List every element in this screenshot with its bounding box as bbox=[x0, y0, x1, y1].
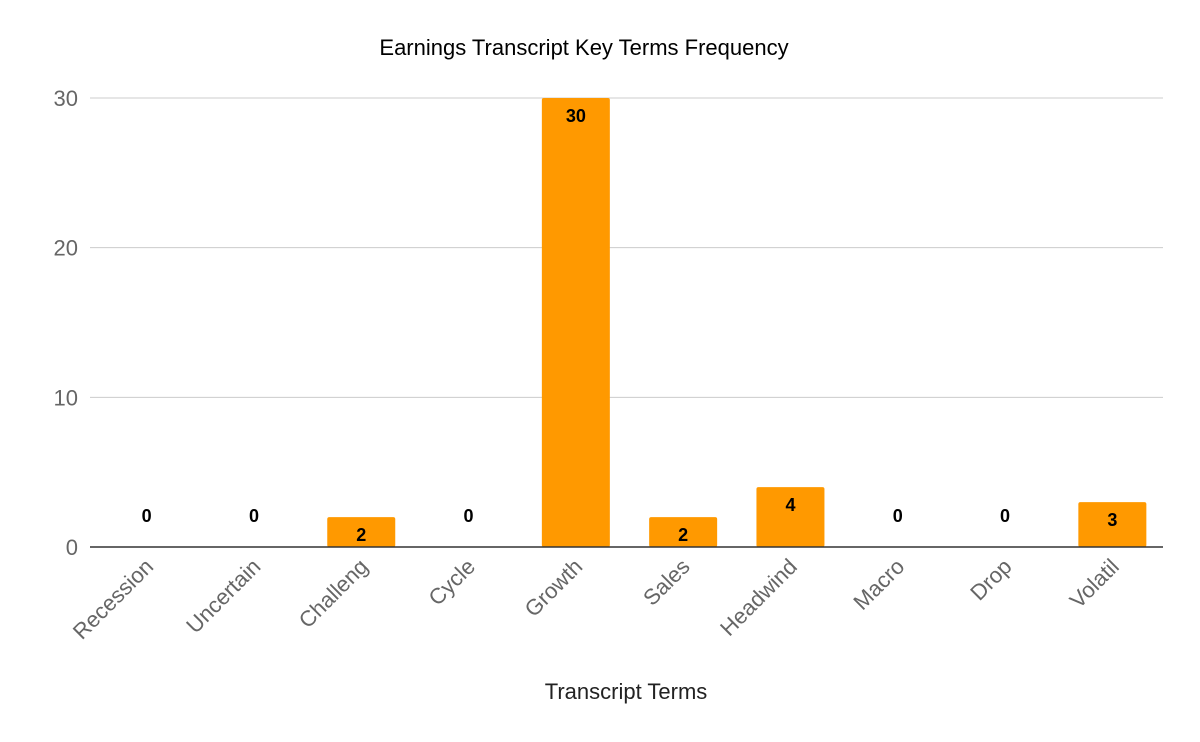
data-label: 0 bbox=[142, 506, 152, 526]
x-axis-ticks: Recession Uncertain Challeng Cycle Growth Sal… bbox=[68, 554, 1124, 644]
y-axis-ticks: 0 10 20 30 bbox=[54, 86, 78, 560]
data-label: 2 bbox=[356, 525, 366, 545]
x-tick-label: Sales bbox=[638, 554, 695, 611]
data-labels: 0 0 2 0 30 2 4 0 0 3 bbox=[142, 106, 1118, 545]
x-tick-label: Growth bbox=[520, 554, 588, 622]
x-tick-label: Cycle bbox=[424, 554, 481, 611]
data-label: 4 bbox=[785, 495, 795, 515]
data-label: 2 bbox=[678, 525, 688, 545]
bars bbox=[327, 98, 1147, 547]
y-tick-label: 0 bbox=[66, 535, 78, 560]
bar-volatil bbox=[1078, 502, 1147, 547]
bar-growth bbox=[541, 98, 610, 547]
bar-headwind bbox=[756, 487, 825, 547]
data-label: 30 bbox=[566, 106, 586, 126]
y-tick-label: 10 bbox=[54, 385, 78, 410]
chart-title: Earnings Transcript Key Terms Frequency bbox=[379, 35, 788, 60]
x-tick-label: Headwind bbox=[715, 554, 802, 641]
data-label: 3 bbox=[1107, 510, 1117, 530]
bar-challeng bbox=[327, 517, 396, 547]
x-tick-label: Recession bbox=[68, 554, 158, 644]
data-label: 0 bbox=[464, 506, 474, 526]
data-label: 0 bbox=[249, 506, 259, 526]
x-tick-label: Challeng bbox=[294, 554, 373, 633]
x-axis-title: Transcript Terms bbox=[545, 679, 708, 704]
x-tick-label: Macro bbox=[848, 554, 909, 615]
x-tick-label: Drop bbox=[965, 554, 1016, 605]
y-tick-label: 30 bbox=[54, 86, 78, 111]
y-tick-label: 20 bbox=[54, 236, 78, 261]
x-tick-label: Volatil bbox=[1065, 554, 1124, 613]
data-label: 0 bbox=[1000, 506, 1010, 526]
bar-sales bbox=[649, 517, 718, 547]
data-label: 0 bbox=[893, 506, 903, 526]
gridlines bbox=[90, 97, 1163, 398]
x-tick-label: Uncertain bbox=[181, 554, 265, 638]
